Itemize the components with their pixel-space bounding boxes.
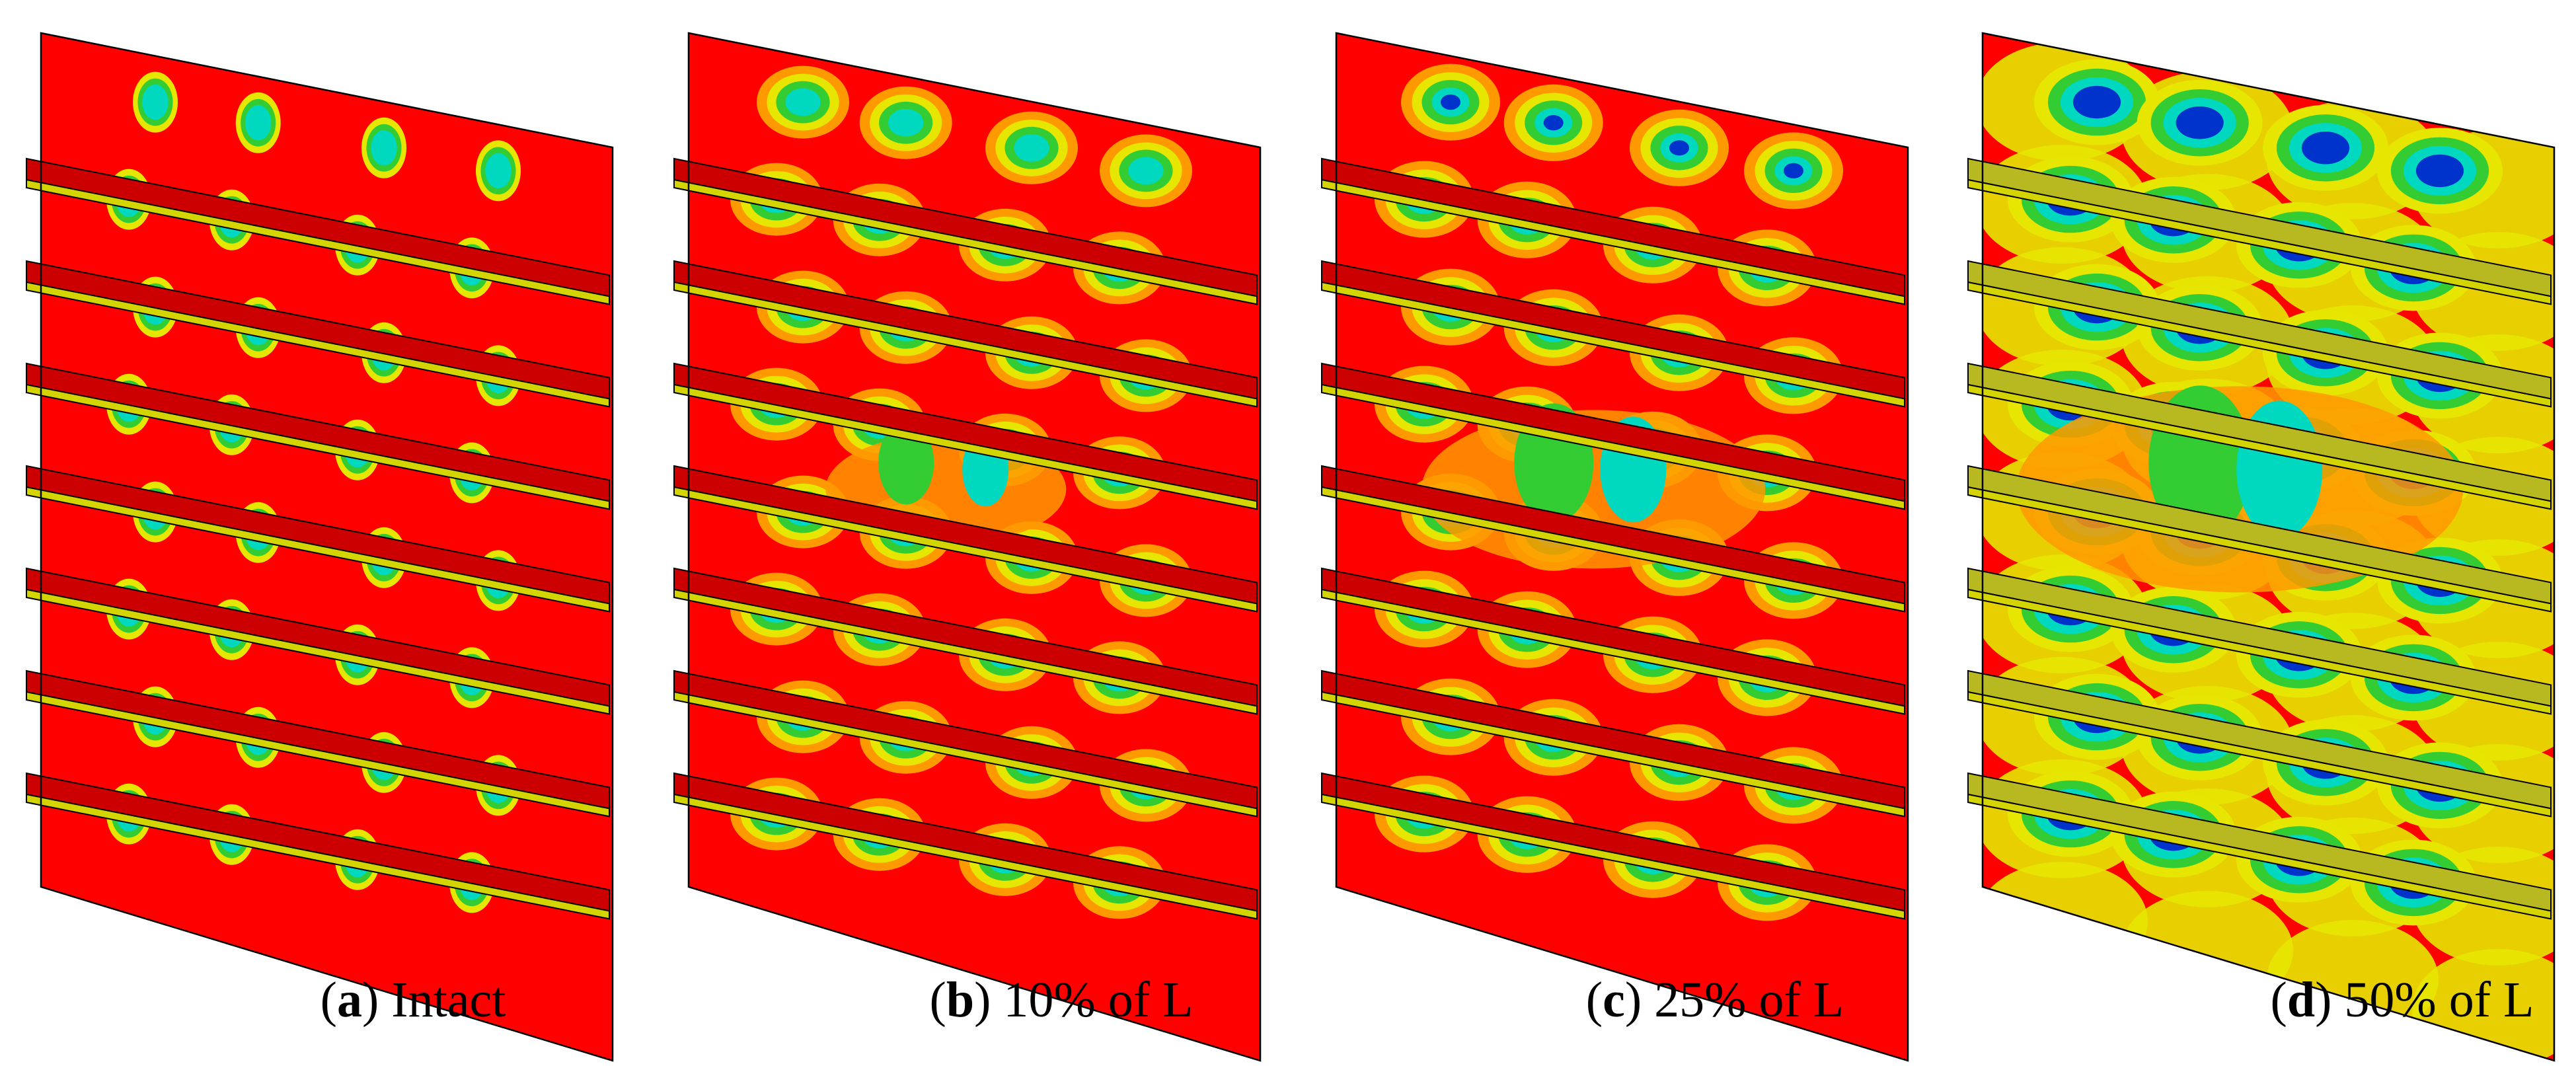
stiffener-a: [26, 260, 610, 408]
caption-c-letter: c: [1603, 972, 1625, 1028]
caption-c: (c) 25% of L: [1585, 972, 1844, 1028]
caption-b-letter: b: [946, 972, 975, 1028]
stiffener-d: [1967, 669, 2552, 818]
caption-d-label: 50% of L: [2344, 972, 2534, 1028]
stiffener-c: [1321, 772, 1905, 920]
caption-a: (a) Intact: [320, 972, 506, 1028]
stiffener-d: [1967, 260, 2552, 408]
caption-b: (b) 10% of L: [929, 972, 1193, 1028]
stiffener-d: [1967, 362, 2552, 510]
caption-c-label: 25% of L: [1654, 972, 1844, 1028]
caption-b-label: 10% of L: [1003, 972, 1193, 1028]
stiffener-d: [1967, 772, 2552, 920]
stiffener-a: [26, 362, 610, 510]
stiffener-c: [1321, 157, 1905, 305]
stiffener-c: [1321, 362, 1905, 510]
stiffener-b: [673, 465, 1258, 613]
stiffener-d: [1967, 465, 2552, 613]
caption-a-label: Intact: [391, 972, 506, 1028]
caption-d: (d) 50% of L: [2270, 972, 2534, 1028]
stiffener-a: [26, 465, 610, 613]
stiffener-a: [26, 567, 610, 715]
caption-d-letter: d: [2287, 972, 2316, 1028]
panel-b: [673, 32, 1262, 1062]
stiffener-b: [673, 772, 1258, 920]
stiffener-b: [673, 362, 1258, 510]
stiffener-b: [673, 157, 1258, 305]
stiffener-b: [673, 669, 1258, 818]
stiffener-b: [673, 567, 1258, 715]
caption-a-letter: a: [336, 972, 362, 1028]
stiffener-a: [26, 772, 610, 920]
panel-d: [1967, 32, 2556, 1062]
stiffener-a: [26, 157, 610, 305]
stiffener-c: [1321, 669, 1905, 818]
stiffener-d: [1967, 567, 2552, 715]
stiffener-c: [1321, 567, 1905, 715]
stiffener-c: [1321, 260, 1905, 408]
panel-a: [26, 32, 614, 1062]
stiffener-c: [1321, 465, 1905, 613]
stiffener-b: [673, 260, 1258, 408]
stiffener-a: [26, 669, 610, 818]
stiffener-d: [1967, 157, 2552, 305]
panel-c: [1321, 32, 1909, 1062]
